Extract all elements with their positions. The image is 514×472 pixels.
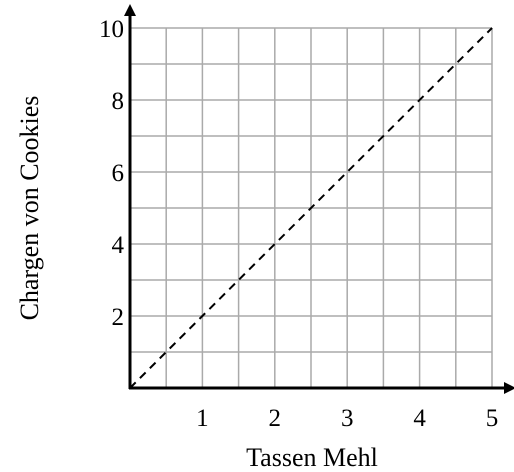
y-tick-label: 4: [112, 232, 125, 259]
x-tick-label: 4: [413, 405, 426, 432]
x-tick-label: 2: [269, 405, 282, 432]
tick-labels: 1 2 3 4 5 2 4 6 8 10: [99, 16, 498, 432]
x-tick-label: 5: [486, 405, 499, 432]
x-tick-label: 1: [196, 405, 209, 432]
grid: [130, 27, 493, 388]
axes: [124, 4, 514, 394]
x-tick-label: 3: [341, 405, 354, 432]
y-axis-title: Chargen von Cookies: [15, 96, 44, 321]
y-tick-label: 8: [112, 88, 125, 115]
x-axis-title: Tassen Mehl: [246, 443, 378, 472]
y-tick-label: 10: [99, 16, 124, 43]
series-layer: [129, 27, 493, 389]
series-line-0: [129, 27, 493, 389]
y-tick-label: 6: [112, 160, 125, 187]
y-tick-label: 2: [112, 304, 125, 331]
